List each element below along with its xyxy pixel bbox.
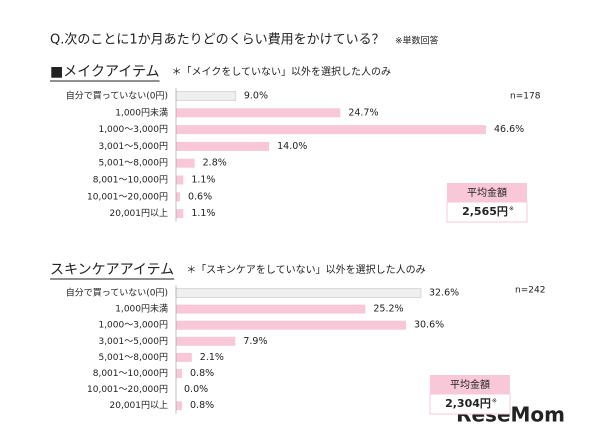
- average-note: ※: [509, 206, 514, 213]
- category-label: 8,001～10,000円: [93, 175, 168, 186]
- bar: [175, 91, 237, 101]
- average-header: [430, 375, 510, 394]
- value-label: 2.8%: [203, 158, 227, 169]
- section-note: ＊「メイクをしていない」以外を選択した人のみ: [172, 65, 392, 78]
- category-label: 10,001～20,000円: [87, 384, 168, 395]
- bar: [176, 369, 183, 378]
- category-label: 3,001～5,000円: [98, 336, 168, 347]
- average-header: [447, 183, 527, 202]
- value-label: 46.6%: [494, 124, 524, 135]
- value-label: 0.8%: [190, 368, 214, 379]
- value-label: 32.6%: [429, 288, 459, 299]
- average-title: 平均金額: [450, 378, 490, 391]
- title: Q.次のことに1か月あたりどのくらい費用をかけている？: [50, 32, 385, 48]
- sample-size: n=178: [510, 92, 541, 102]
- category-label: 1,000～3,000円: [98, 320, 168, 331]
- average-title: 平均金額: [467, 186, 507, 199]
- category-label: 3,001～5,000円: [98, 141, 168, 152]
- bar: [175, 288, 422, 298]
- category-label: 1,000～3,000円: [98, 124, 168, 135]
- value-label: 1.1%: [191, 175, 215, 186]
- value-label: 2.1%: [200, 352, 224, 363]
- value-label: 25.2%: [373, 304, 403, 315]
- bar: [176, 320, 406, 330]
- category-label: 自分で買っていない(0円): [66, 90, 168, 102]
- value-label: 7.9%: [243, 336, 267, 347]
- category-label: 10,001～20,000円: [87, 191, 168, 202]
- sample-size: n=242: [515, 286, 545, 296]
- bar: [176, 304, 366, 314]
- bar: [176, 401, 183, 411]
- section-note: ＊「スキンケアをしていない」以外を選択した人のみ: [186, 263, 425, 276]
- bar: [176, 352, 192, 362]
- average-box: [429, 393, 511, 415]
- average-value: 2,565円: [462, 205, 508, 218]
- category-label: 1,000円未満: [115, 106, 168, 118]
- title-note: ※単数回答: [395, 35, 439, 47]
- bar: [176, 336, 236, 346]
- average-note: ※: [492, 398, 497, 405]
- value-label: 14.0%: [277, 141, 307, 152]
- category-label: 20,001円以上: [110, 400, 169, 411]
- section-heading: ■メイクアイテム: [50, 64, 160, 80]
- bar: [176, 175, 184, 185]
- category-label: 自分で買っていない(0円): [66, 287, 168, 299]
- value-label: 0.0%: [184, 384, 208, 395]
- bar: [176, 125, 486, 135]
- section-heading: スキンケアアイテム: [50, 262, 174, 278]
- bar: [176, 192, 180, 202]
- category-label: 5,001～8,000円: [98, 352, 168, 363]
- value-label: 30.6%: [414, 320, 444, 331]
- value-label: 1.1%: [191, 208, 215, 219]
- value-label: 0.8%: [190, 400, 214, 411]
- bar: [176, 108, 341, 118]
- bar: [176, 209, 184, 219]
- category-label: 5,001～8,000円: [98, 158, 168, 169]
- value-label: 9.0%: [244, 91, 268, 102]
- category-label: 8,001～10,000円: [93, 368, 168, 379]
- average-box: [446, 201, 528, 223]
- category-label: 20,001円以上: [110, 208, 169, 219]
- value-label: 24.7%: [348, 107, 378, 118]
- bar: [176, 141, 270, 151]
- bar: [176, 158, 195, 168]
- value-label: 0.6%: [188, 191, 212, 202]
- average-value: 2,304円: [445, 397, 491, 410]
- category-label: 1,000円未満: [115, 303, 168, 315]
